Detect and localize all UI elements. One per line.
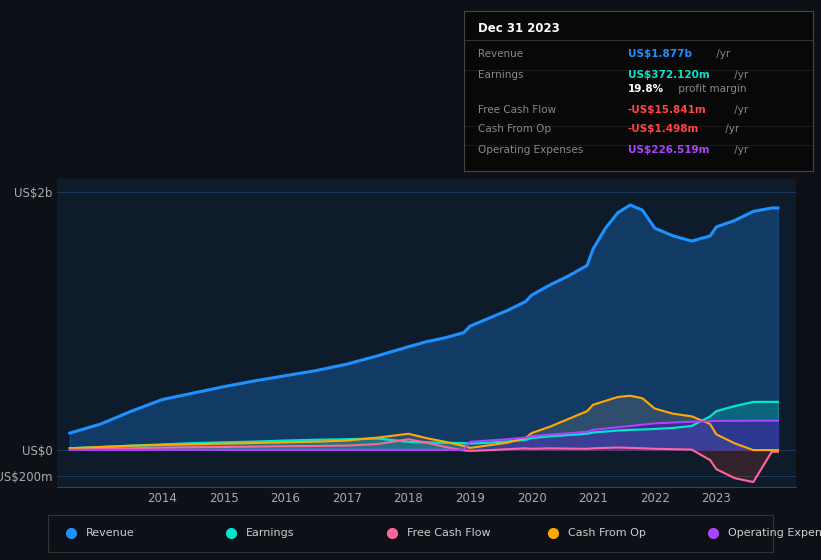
Text: Operating Expenses: Operating Expenses xyxy=(728,529,821,538)
Text: US$1.877b: US$1.877b xyxy=(628,49,692,59)
Text: Revenue: Revenue xyxy=(85,529,134,538)
Text: /yr: /yr xyxy=(713,49,730,59)
Text: US$372.120m: US$372.120m xyxy=(628,70,709,80)
Text: /yr: /yr xyxy=(732,70,749,80)
Text: -US$15.841m: -US$15.841m xyxy=(628,105,707,115)
Text: Dec 31 2023: Dec 31 2023 xyxy=(478,22,560,35)
Text: Revenue: Revenue xyxy=(478,49,523,59)
Text: Free Cash Flow: Free Cash Flow xyxy=(407,529,490,538)
Text: 19.8%: 19.8% xyxy=(628,85,664,95)
Text: -US$1.498m: -US$1.498m xyxy=(628,124,699,134)
Text: /yr: /yr xyxy=(732,105,749,115)
Text: Operating Expenses: Operating Expenses xyxy=(478,145,583,155)
Text: Cash From Op: Cash From Op xyxy=(567,529,645,538)
Text: /yr: /yr xyxy=(722,124,740,134)
Text: Earnings: Earnings xyxy=(478,70,523,80)
Text: /yr: /yr xyxy=(732,145,749,155)
Text: profit margin: profit margin xyxy=(675,85,746,95)
Text: US$226.519m: US$226.519m xyxy=(628,145,709,155)
Text: Free Cash Flow: Free Cash Flow xyxy=(478,105,556,115)
Text: Earnings: Earnings xyxy=(246,529,295,538)
Text: Cash From Op: Cash From Op xyxy=(478,124,551,134)
